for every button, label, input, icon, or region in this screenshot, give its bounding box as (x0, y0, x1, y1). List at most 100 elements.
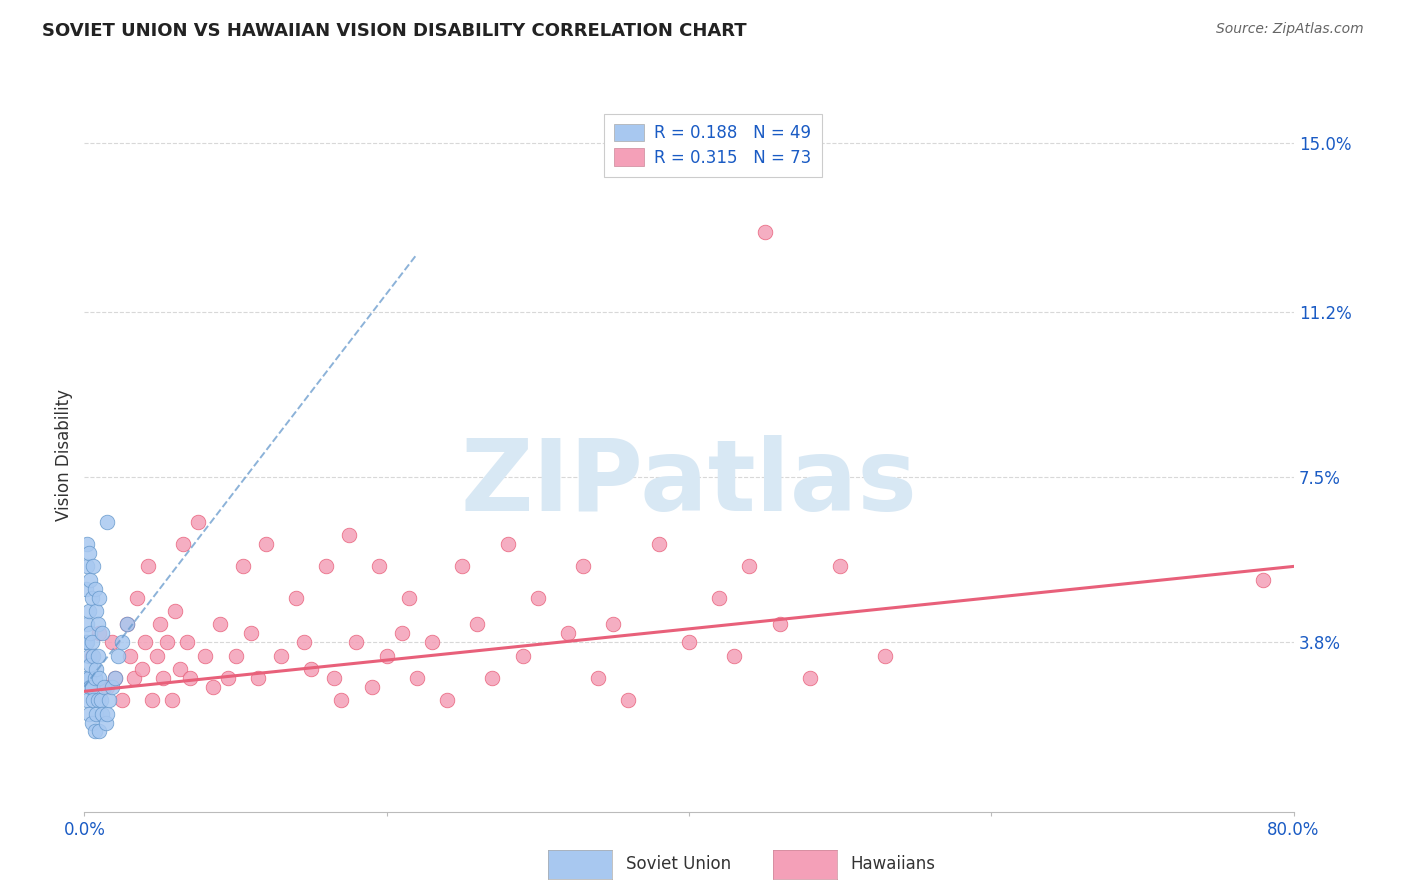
Point (91, 626, 114, 640)
Point (146, 648, 169, 663)
Point (77, 671, 100, 685)
Point (496, 537, 519, 551)
Point (134, 635, 156, 649)
Point (96, 706, 118, 721)
Point (375, 648, 398, 663)
Point (588, 671, 610, 685)
Text: Source: ZipAtlas.com: Source: ZipAtlas.com (1216, 22, 1364, 37)
Point (451, 559, 474, 574)
Point (86, 662, 108, 676)
Point (738, 559, 761, 574)
Point (94, 715, 117, 730)
Point (84, 724, 107, 739)
Point (436, 693, 458, 707)
Point (89, 591, 111, 605)
Point (77, 706, 100, 721)
Point (481, 671, 503, 685)
Point (830, 559, 852, 574)
Point (91, 706, 114, 721)
Point (118, 648, 141, 663)
Point (77, 546, 100, 560)
Point (86, 706, 108, 721)
Point (107, 648, 129, 663)
Text: SOVIET UNION VS HAWAIIAN VISION DISABILITY CORRELATION CHART: SOVIET UNION VS HAWAIIAN VISION DISABILI… (42, 22, 747, 40)
Point (75, 635, 97, 649)
Point (678, 635, 700, 649)
Point (76, 693, 98, 707)
Point (169, 662, 191, 676)
Y-axis label: Vision Disability: Vision Disability (55, 389, 73, 521)
Point (232, 559, 254, 574)
Point (97, 693, 120, 707)
Point (709, 591, 731, 605)
Point (90, 693, 112, 707)
Point (80, 591, 103, 605)
Point (79, 626, 101, 640)
Point (86, 604, 108, 618)
Point (76, 559, 98, 574)
Point (1253, 573, 1275, 587)
Point (201, 680, 224, 694)
Point (337, 528, 360, 542)
Point (176, 635, 198, 649)
Point (100, 680, 122, 694)
Text: Soviet Union: Soviet Union (626, 855, 731, 873)
Point (754, 225, 776, 239)
Point (80, 715, 103, 730)
Point (82, 559, 104, 574)
Point (254, 537, 277, 551)
Point (217, 671, 239, 685)
Point (322, 671, 344, 685)
Point (76, 635, 98, 649)
Point (82, 693, 104, 707)
Point (131, 662, 153, 676)
Point (111, 635, 134, 649)
Point (875, 648, 897, 663)
Point (346, 635, 368, 649)
Point (93, 680, 115, 694)
Point (84, 671, 107, 685)
Point (87, 693, 110, 707)
Point (77, 648, 100, 663)
Point (104, 671, 127, 685)
Point (179, 671, 201, 685)
Point (75, 582, 97, 596)
Point (96, 515, 118, 529)
Point (187, 515, 209, 529)
Point (194, 648, 217, 663)
Point (602, 617, 624, 632)
Point (104, 671, 127, 685)
Point (149, 617, 172, 632)
Point (315, 559, 337, 574)
Point (799, 671, 821, 685)
Point (467, 617, 489, 632)
Point (82, 648, 104, 663)
Point (299, 662, 322, 676)
Point (391, 626, 413, 640)
Point (80, 680, 103, 694)
Point (89, 626, 111, 640)
Point (247, 671, 270, 685)
Point (360, 680, 382, 694)
Point (420, 635, 443, 649)
Point (115, 617, 138, 632)
Point (77, 604, 100, 618)
Point (617, 693, 640, 707)
Point (285, 591, 308, 605)
Point (127, 591, 149, 605)
Point (152, 671, 174, 685)
Point (330, 693, 353, 707)
Point (100, 635, 122, 649)
Point (96, 680, 118, 694)
Point (225, 648, 247, 663)
Point (89, 724, 111, 739)
Point (80, 648, 103, 663)
Point (292, 635, 315, 649)
Point (156, 635, 179, 649)
Point (80, 635, 103, 649)
Legend: R = 0.188   N = 49, R = 0.315   N = 73: R = 0.188 N = 49, R = 0.315 N = 73 (605, 113, 821, 177)
Point (527, 591, 550, 605)
Point (512, 648, 534, 663)
Point (75, 671, 97, 685)
Point (270, 648, 292, 663)
